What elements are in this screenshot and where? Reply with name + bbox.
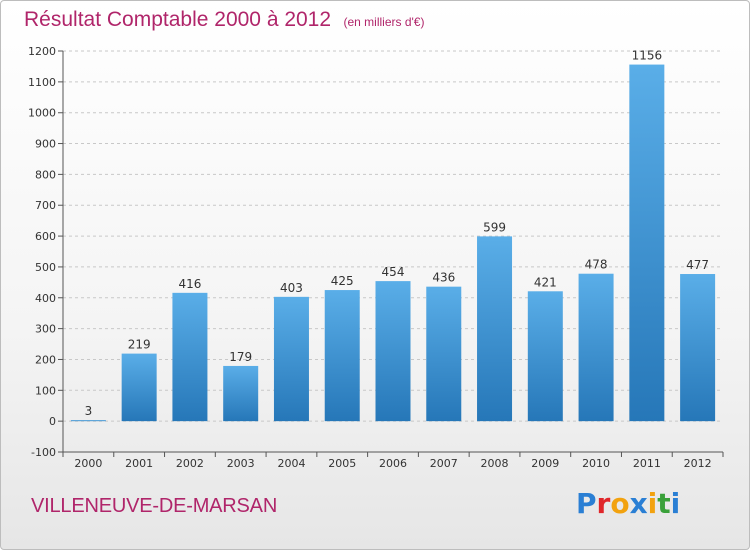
chart-title: Résultat Comptable 2000 à 2012 [24, 8, 332, 31]
data-label: 219 [128, 338, 151, 352]
logo-letter: x [629, 487, 648, 520]
logo-letter: i [670, 487, 681, 520]
logo-letter: i [647, 487, 658, 520]
bar [121, 353, 157, 422]
data-label: 436 [432, 271, 455, 285]
chart-subtitle: (en milliers d'€) [343, 15, 425, 29]
bar [70, 420, 106, 422]
x-tick-label: 2009 [531, 457, 559, 470]
bar [680, 274, 716, 422]
x-tick-label: 2012 [684, 457, 712, 470]
chart-header: Résultat Comptable 2000 à 2012 (en milli… [24, 8, 424, 32]
data-label: 425 [331, 274, 354, 288]
x-tick-label: 2002 [176, 457, 204, 470]
y-tick-label: 200 [35, 353, 56, 366]
x-tick-label: 2000 [74, 457, 102, 470]
data-label: 416 [178, 277, 201, 291]
data-label: 179 [229, 350, 252, 364]
y-tick-label: 700 [35, 199, 56, 212]
y-tick-label: 900 [35, 138, 56, 151]
x-tick-label: 2007 [430, 457, 458, 470]
data-label: 599 [483, 220, 506, 234]
y-tick-label: 300 [35, 323, 56, 336]
y-tick-label: -100 [31, 446, 56, 459]
y-tick-label: 400 [35, 292, 56, 305]
logo-letter: P [576, 487, 597, 520]
proxiti-logo[interactable]: Proxiti [576, 487, 680, 520]
y-tick-label: 800 [35, 168, 56, 181]
logo-letter: t [657, 487, 671, 520]
x-tick-label: 2005 [328, 457, 356, 470]
y-tick-label: 500 [35, 261, 56, 274]
data-label: 478 [585, 258, 608, 272]
x-tick-label: 2011 [633, 457, 661, 470]
x-tick-label: 2003 [227, 457, 255, 470]
bar [477, 236, 513, 422]
y-tick-label: 1100 [28, 76, 56, 89]
logo-letter: r [596, 487, 611, 520]
logo-letter: o [610, 487, 630, 520]
commune-name: VILLENEUVE-DE-MARSAN [31, 495, 278, 517]
bar [629, 64, 665, 422]
bar [223, 365, 259, 422]
y-tick-label: 600 [35, 230, 56, 243]
bar [324, 290, 360, 422]
x-tick-label: 2001 [125, 457, 153, 470]
y-tick-label: 1000 [28, 107, 56, 120]
data-label: 1156 [632, 49, 663, 63]
data-label: 454 [382, 265, 405, 279]
data-label: 421 [534, 275, 557, 289]
y-tick-label: 100 [35, 384, 56, 397]
bar [375, 281, 411, 422]
bar [426, 286, 462, 422]
bar [578, 273, 614, 422]
y-tick-label: 0 [49, 415, 56, 428]
data-label: 477 [686, 258, 709, 272]
data-label: 403 [280, 281, 303, 295]
y-tick-label: 1200 [28, 45, 56, 58]
bar [527, 291, 563, 422]
x-tick-label: 2010 [582, 457, 610, 470]
x-tick-label: 2006 [379, 457, 407, 470]
data-label: 3 [85, 404, 93, 418]
bar [172, 292, 208, 422]
bar [273, 296, 309, 422]
x-tick-label: 2008 [481, 457, 509, 470]
x-tick-label: 2004 [277, 457, 305, 470]
